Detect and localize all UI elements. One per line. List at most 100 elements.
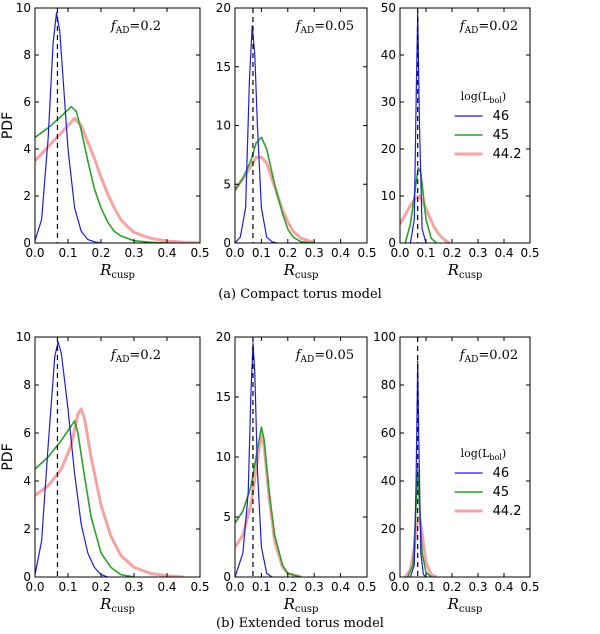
- x-axis-label: Rcusp: [99, 261, 135, 281]
- x-tick-label: 0.1: [252, 580, 271, 594]
- series-line-45: [235, 426, 302, 577]
- y-tick-label: 0: [223, 236, 231, 250]
- x-tick-label: 0.0: [225, 246, 244, 260]
- chart-panel-b-3: 0.0 0.1 0.2 0.3 0.4 0.5 0 20 40 60 80 100 Rcusp fAD=0…: [373, 330, 539, 615]
- y-tick-label: 10: [16, 1, 31, 15]
- y-tick-label: 6: [23, 426, 31, 440]
- y-tick-label: 50: [381, 1, 396, 15]
- chart-panel-a-3: 0.0 0.1 0.2 0.3 0.4 0.5 0 10 20 30 40 50 Rcusp fAD=0.…: [381, 1, 540, 281]
- chart-panel-b-2: 0.0 0.1 0.2 0.3 0.4 0.5 0 5 10 15 20 Rcusp fAD=0.05: [216, 330, 377, 615]
- x-tick-label: 0.4: [331, 580, 350, 594]
- x-tick-label: 0.4: [494, 246, 513, 260]
- x-tick-label: 0.0: [225, 580, 244, 594]
- x-tick-label: 0.1: [416, 246, 435, 260]
- plot-frame: [34, 336, 201, 578]
- caption-compact-torus: (a) Compact torus model: [218, 287, 382, 302]
- y-tick-label: 0: [223, 570, 231, 584]
- series-line-45: [35, 420, 135, 577]
- x-axis-label: Rcusp: [447, 595, 483, 615]
- y-tick-label: 6: [23, 95, 31, 109]
- y-tick-label: 40: [381, 48, 396, 62]
- x-tick-label: 0.2: [442, 246, 461, 260]
- y-tick-label: 60: [381, 426, 396, 440]
- y-tick-label: 10: [381, 189, 396, 203]
- x-tick-label: 0.3: [468, 246, 487, 260]
- y-tick-label: 0: [388, 570, 396, 584]
- chart-panel-a-2: 0.0 0.1 0.2 0.3 0.4 0.5 0 5 10 15 20 Rcusp fAD=0.05: [216, 1, 377, 281]
- x-tick-label: 0.2: [278, 246, 297, 260]
- caption-extended-torus: (b) Extended torus model: [216, 616, 384, 631]
- series-line-44-2: [235, 155, 315, 243]
- x-tick-label: 0.4: [157, 580, 176, 594]
- x-tick-label: 0.5: [357, 580, 376, 594]
- y-tick-label: 0: [388, 236, 396, 250]
- y-tick-label: 30: [381, 95, 396, 109]
- x-tick-label: 0.1: [58, 580, 77, 594]
- x-tick-label: 0.2: [91, 246, 110, 260]
- x-tick-label: 0.4: [494, 580, 513, 594]
- x-axis-label: Rcusp: [99, 595, 135, 615]
- legend-title: log(Lbol): [461, 90, 507, 105]
- y-tick-label: 20: [216, 330, 231, 344]
- plot-frame: [399, 336, 531, 578]
- x-tick-label: 0.2: [278, 580, 297, 594]
- x-tick-label: 0.3: [124, 246, 143, 260]
- y-tick-label: 20: [381, 522, 396, 536]
- y-tick-label: 80: [381, 378, 396, 392]
- y-tick-label: 8: [23, 48, 31, 62]
- x-tick-label: 0.1: [58, 246, 77, 260]
- x-tick-label: 0.3: [124, 580, 143, 594]
- x-tick-label: 0.5: [357, 246, 376, 260]
- y-tick-label: 2: [23, 522, 31, 536]
- x-tick-label: 0.2: [442, 580, 461, 594]
- f-ad-annotation: fAD=0.2: [110, 348, 161, 365]
- chart-panel-a-1: 0.0 0.1 0.2 0.3 0.4 0.5 0 2 4 6 8 10 Rcusp fAD=0.2 PDF: [0, 1, 210, 281]
- f-ad-annotation: fAD=0.2: [110, 19, 161, 36]
- y-tick-label: 4: [23, 474, 31, 488]
- plot-frame: [34, 7, 201, 244]
- x-tick-label: 0.5: [190, 246, 209, 260]
- x-axis-label: Rcusp: [447, 261, 483, 281]
- y-tick-label: 0: [23, 570, 31, 584]
- series-line-46: [35, 341, 108, 577]
- x-tick-label: 0.0: [25, 580, 44, 594]
- series-line-46: [235, 342, 273, 577]
- legend-label-45: 45: [493, 128, 510, 143]
- legend-label-46: 46: [493, 466, 510, 481]
- x-tick-label: 0.0: [390, 246, 409, 260]
- series-line-46: [35, 12, 102, 243]
- series-line-44-2: [35, 116, 200, 243]
- legend-label-44-2: 44.2: [493, 147, 522, 162]
- y-tick-label: 0: [23, 236, 31, 250]
- series-line-46: [409, 360, 427, 577]
- y-tick-label: 15: [216, 390, 231, 404]
- x-tick-label: 0.0: [390, 580, 409, 594]
- y-tick-label: 20: [216, 1, 231, 15]
- legend-label-46: 46: [493, 109, 510, 124]
- f-ad-annotation: fAD=0.02: [459, 348, 518, 365]
- y-tick-label: 2: [23, 189, 31, 203]
- x-tick-label: 0.5: [520, 246, 539, 260]
- y-axis-label-pdf: PDF: [0, 443, 16, 470]
- x-tick-label: 0.5: [520, 580, 539, 594]
- y-tick-label: 5: [223, 510, 231, 524]
- legend-title: log(Lbol): [461, 447, 507, 462]
- f-ad-annotation: fAD=0.02: [459, 19, 518, 36]
- legend-label-45: 45: [493, 485, 510, 500]
- x-tick-label: 0.2: [91, 580, 110, 594]
- x-tick-label: 0.1: [252, 246, 271, 260]
- x-tick-label: 0.3: [305, 246, 324, 260]
- series-line-44-2: [35, 407, 184, 577]
- x-tick-label: 0.5: [190, 580, 209, 594]
- f-ad-annotation: fAD=0.05: [295, 19, 354, 36]
- series-line-46: [235, 25, 278, 243]
- x-tick-label: 0.3: [468, 580, 487, 594]
- x-tick-label: 0.3: [305, 580, 324, 594]
- x-tick-label: 0.0: [25, 246, 44, 260]
- legend-label-44-2: 44.2: [493, 504, 522, 519]
- x-tick-label: 0.4: [331, 246, 350, 260]
- y-tick-label: 20: [381, 142, 396, 156]
- f-ad-annotation: fAD=0.05: [295, 348, 354, 365]
- plot-frame: [234, 7, 368, 244]
